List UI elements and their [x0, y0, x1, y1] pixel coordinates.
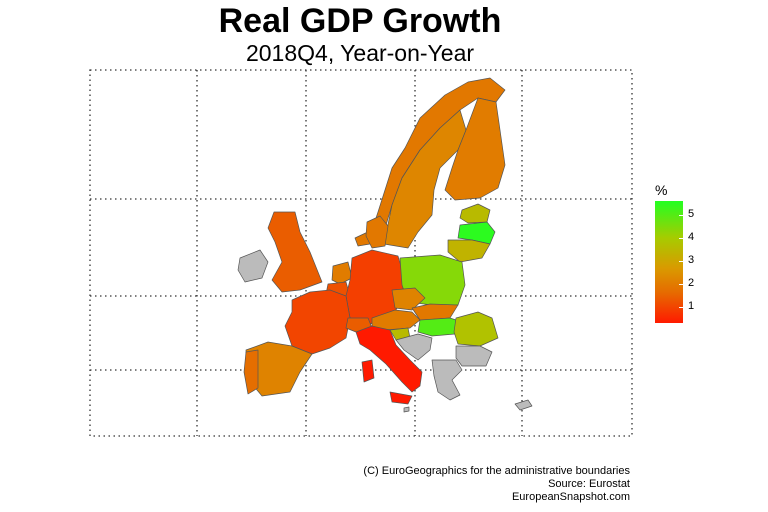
country-cyprus — [514, 399, 533, 411]
country-malta — [403, 406, 410, 413]
legend-tick-label: 3 — [688, 253, 695, 266]
country-united-kingdom — [267, 211, 323, 293]
country-greece — [431, 359, 463, 401]
country-romania — [453, 311, 499, 347]
legend-tick-label: 1 — [688, 299, 695, 312]
legend-title: % — [655, 182, 668, 198]
legend-tick-mark — [679, 214, 683, 216]
graticule-frame — [89, 69, 633, 437]
credits-line-website: EuropeanSnapshot.com — [511, 491, 630, 503]
country-france — [284, 289, 351, 355]
legend-tick-mark — [679, 237, 683, 239]
map-title: Real GDP Growth — [218, 2, 502, 40]
country-finland — [444, 97, 506, 201]
legend-tick-label: 2 — [688, 276, 695, 289]
legend-tick-label: 4 — [688, 230, 695, 243]
country-italy — [355, 325, 423, 405]
legend-tick-mark — [679, 283, 683, 285]
country-denmark — [365, 215, 389, 249]
legend-tick-label: 5 — [688, 207, 695, 220]
map-subtitle: 2018Q4, Year-on-Year — [245, 40, 475, 66]
graticule — [89, 69, 633, 437]
country-ireland — [237, 249, 269, 283]
country-portugal — [243, 349, 259, 395]
credits: (C) EuroGeographics for the administrati… — [363, 465, 630, 504]
country-netherlands — [331, 261, 353, 285]
legend-color-bar — [655, 201, 683, 323]
country-lithuania — [447, 239, 491, 263]
country-croatia — [395, 333, 433, 361]
credits-line-source: Source: Eurostat — [548, 478, 630, 490]
credits-line-boundaries: (C) EuroGeographics for the administrati… — [363, 465, 630, 477]
country-bulgaria — [455, 345, 493, 367]
country-estonia — [459, 203, 491, 224]
country-slovakia — [411, 303, 459, 321]
legend-tick-mark — [679, 260, 683, 262]
country-czechia — [391, 287, 426, 311]
legend-tick-mark — [679, 306, 683, 308]
